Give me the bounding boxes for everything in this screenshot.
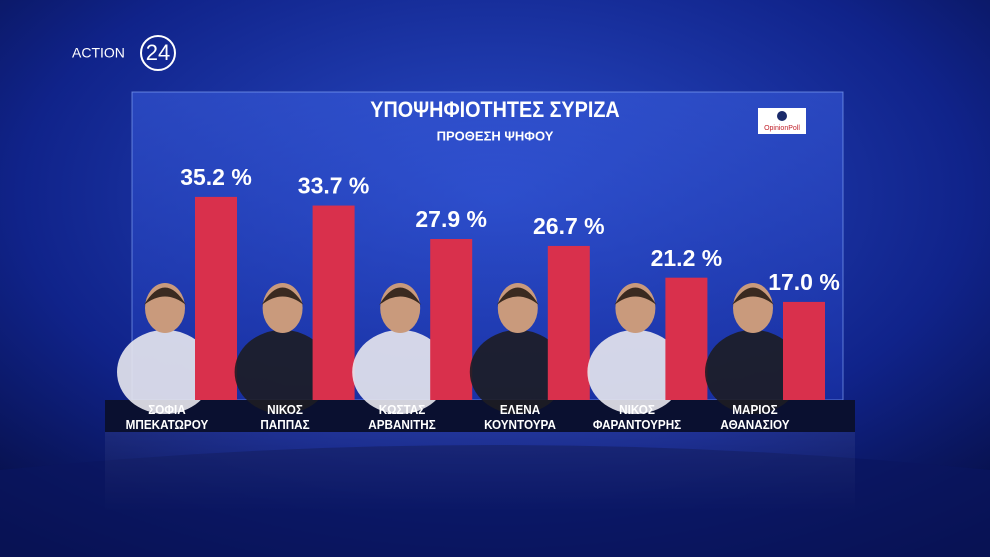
bar bbox=[195, 196, 237, 400]
person-hair bbox=[732, 287, 774, 305]
person-body bbox=[587, 330, 684, 414]
source: OpinionPoll bbox=[764, 125, 800, 132]
person-hair bbox=[614, 287, 657, 305]
logo-number: 24 bbox=[146, 40, 170, 65]
chart-title: ΥΠΟΨΗΦΙΟΤΗΤΕΣ ΣΥΡΙΖΑ bbox=[370, 98, 619, 122]
logo-text: ACTION bbox=[72, 45, 125, 61]
bar bbox=[312, 205, 355, 400]
person-hair bbox=[379, 287, 422, 305]
value-label: 26.7 % bbox=[533, 213, 605, 239]
bar bbox=[430, 239, 473, 400]
category-label: ΜΑΡΙΟΣ ΑΘΑΝΑΣΙΟΥ bbox=[720, 402, 790, 432]
value-label: 27.9 % bbox=[415, 206, 487, 232]
value-label: 35.2 % bbox=[180, 164, 252, 190]
chart-subtitle: ΠΡΟΘΕΣΗ ΨΗΦΟΥ bbox=[437, 128, 554, 143]
category-label: ΝΙΚΟΣ ΦΑΡΑΝΤΟΥΡΗΣ bbox=[593, 402, 682, 432]
person-body bbox=[469, 330, 566, 414]
category-label: ΕΛΕΝΑ ΚΟΥΝΤΟΥΡΑ bbox=[483, 402, 556, 432]
category-label: ΣΟΦΙΑ ΜΠΕΚΑΤΩΡΟΥ bbox=[125, 402, 209, 432]
value-label: 33.7 % bbox=[298, 173, 370, 199]
category-label: ΝΙΚΟΣ ΠΑΠΠΑΣ bbox=[259, 402, 310, 432]
bar bbox=[547, 245, 590, 400]
person-body bbox=[234, 330, 331, 414]
category-label: ΚΩΣΤΑΣ ΑΡΒΑΝΙΤΗΣ bbox=[368, 402, 436, 432]
person-hair bbox=[144, 287, 186, 305]
person-hair bbox=[496, 287, 539, 305]
logo: ACTION 24 bbox=[72, 35, 176, 71]
source-icon bbox=[777, 111, 787, 121]
value-label: 21.2 % bbox=[651, 245, 723, 271]
person-body bbox=[117, 330, 213, 414]
person-hair bbox=[261, 287, 304, 305]
value-label: 17.0 % bbox=[768, 269, 840, 295]
bar bbox=[783, 301, 825, 400]
reflection bbox=[105, 432, 855, 512]
bar bbox=[665, 277, 708, 400]
person-body bbox=[705, 330, 801, 414]
person-body bbox=[352, 330, 449, 414]
